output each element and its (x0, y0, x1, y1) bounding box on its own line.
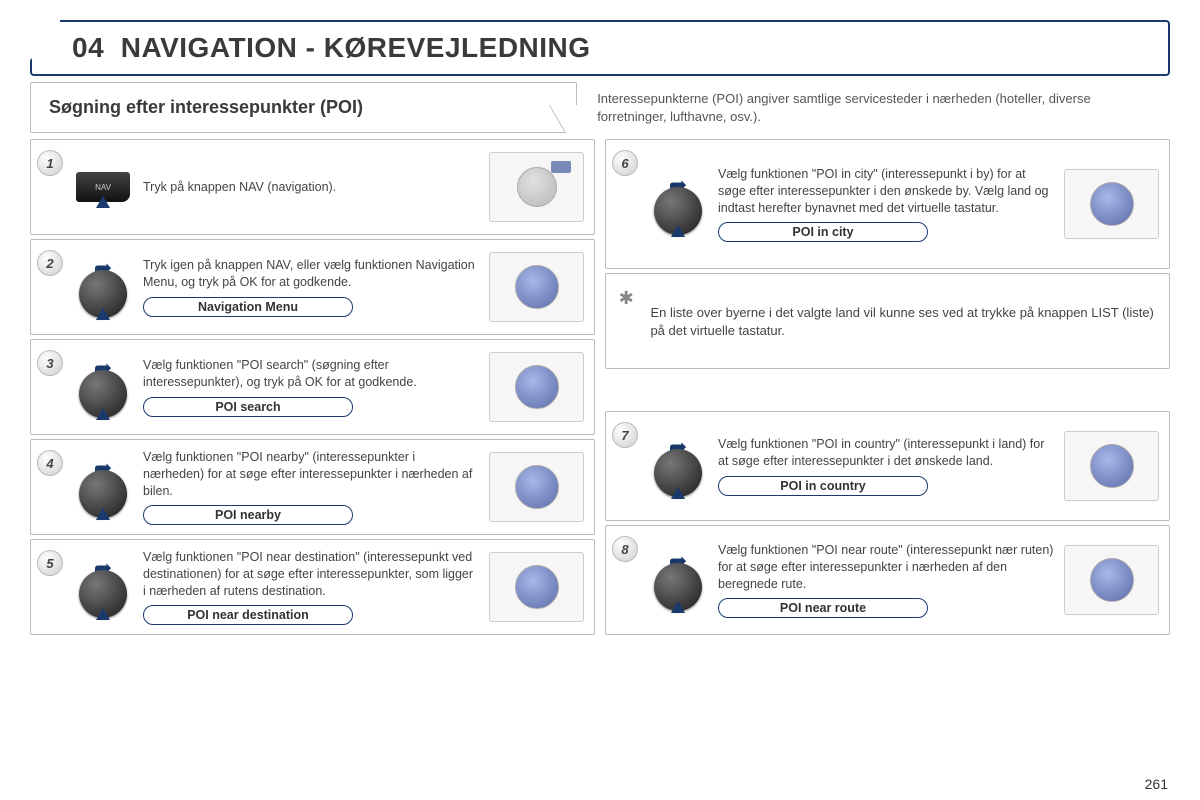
step-text: Tryk på knappen NAV (navigation). (143, 179, 479, 196)
console-illustration (489, 352, 584, 422)
console-illustration (489, 152, 584, 222)
control-graphic: ➦ (648, 436, 708, 497)
control-graphic: ➦ (73, 357, 133, 418)
step-number: 7 (612, 422, 638, 448)
step-number: 1 (37, 150, 63, 176)
menu-option-label: POI near destination (143, 605, 353, 625)
right-column: 6➦Vælg funktionen "POI in city" (interes… (605, 139, 1170, 635)
menu-option-label: POI in city (718, 222, 928, 242)
console-illustration (1064, 431, 1159, 501)
step-number: 8 (612, 536, 638, 562)
instruction-step: 2 ➦ Tryk igen på knappen NAV, eller vælg f… (30, 239, 595, 335)
info-icon: ✱ (616, 288, 636, 309)
dial-icon (654, 449, 702, 497)
step-number: 2 (37, 250, 63, 276)
step-body: Vælg funktionen "POI near destination" (… (143, 549, 479, 626)
instruction-step: 4 ➦Vælg funktionen "POI nearby" (interess… (30, 439, 595, 535)
step-body: Tryk på knappen NAV (navigation). (143, 179, 479, 196)
control-graphic: ➦ (648, 174, 708, 235)
control-graphic: ➦ (73, 457, 133, 518)
page-number: 261 (1145, 776, 1168, 792)
control-graphic: ➦ (73, 257, 133, 318)
instruction-step: 8 ➦Vælg funktionen "POI near route" (inte… (605, 525, 1170, 635)
page-title: 04 NAVIGATION - KØREVEJLEDNING (72, 32, 1148, 64)
step-text: Vælg funktionen "POI near route" (intere… (718, 542, 1054, 593)
console-illustration (1064, 545, 1159, 615)
dial-icon (79, 270, 127, 318)
section-number: 04 (72, 32, 104, 63)
note-text: En liste over byerne i det valgte land v… (650, 286, 1155, 340)
menu-option-label: Navigation Menu (143, 297, 353, 317)
instruction-step: 7 ➦ Vælg funktionen "POI in country" (inte… (605, 411, 1170, 521)
step-number: 4 (37, 450, 63, 476)
sub-header: Søgning efter interessepunkter (POI) Int… (30, 82, 1170, 133)
step-body: Vælg funktionen "POI nearby" (interessep… (143, 449, 479, 526)
menu-option-label: POI search (143, 397, 353, 417)
console-illustration (489, 252, 584, 322)
step-text: Vælg funktionen "POI in city" (interesse… (718, 166, 1054, 217)
step-body: Vælg funktionen "POI in city" (interesse… (718, 166, 1054, 243)
section-heading-box: Søgning efter interessepunkter (POI) (30, 82, 577, 133)
console-illustration (489, 552, 584, 622)
console-illustration (1064, 169, 1159, 239)
step-text: Tryk igen på knappen NAV, eller vælg fun… (143, 257, 479, 291)
dial-icon (79, 570, 127, 618)
dial-icon (654, 187, 702, 235)
page-title-bar: 04 NAVIGATION - KØREVEJLEDNING (30, 20, 1170, 76)
menu-option-label: POI near route (718, 598, 928, 618)
dial-icon (79, 370, 127, 418)
step-text: Vælg funktionen "POI in country" (intere… (718, 436, 1054, 470)
instruction-step: 5 ➦Vælg funktionen "POI near destination"… (30, 539, 595, 635)
step-body: Tryk igen på knappen NAV, eller vælg fun… (143, 257, 479, 317)
content-columns: 1 NAV Tryk på knappen NAV (navigation). 2 ➦ T… (30, 139, 1170, 635)
menu-option-label: POI in country (718, 476, 928, 496)
section-intro: Interessepunkterne (POI) angiver samtlig… (587, 82, 1170, 133)
title-text: NAVIGATION - KØREVEJLEDNING (121, 32, 591, 63)
step-body: Vælg funktionen "POI near route" (intere… (718, 542, 1054, 619)
step-body: Vælg funktionen "POI in country" (intere… (718, 436, 1054, 496)
step-number: 6 (612, 150, 638, 176)
control-graphic: NAV (73, 172, 133, 202)
step-number: 3 (37, 350, 63, 376)
step-text: Vælg funktionen "POI search" (søgning ef… (143, 357, 479, 391)
control-graphic: ➦ (648, 550, 708, 611)
step-body: Vælg funktionen "POI search" (søgning ef… (143, 357, 479, 417)
console-illustration (489, 452, 584, 522)
dial-icon (654, 563, 702, 611)
control-graphic: ➦ (73, 557, 133, 618)
instruction-step: 6 ➦Vælg funktionen "POI in city" (interes… (605, 139, 1170, 269)
nav-button-icon: NAV (76, 172, 130, 202)
step-text: Vælg funktionen "POI nearby" (interessep… (143, 449, 479, 500)
dial-icon (79, 470, 127, 518)
instruction-step: 1 NAV Tryk på knappen NAV (navigation). (30, 139, 595, 235)
menu-option-label: POI nearby (143, 505, 353, 525)
info-note: ✱ En liste over byerne i det valgte land… (605, 273, 1170, 369)
left-column: 1 NAV Tryk på knappen NAV (navigation). 2 ➦ T… (30, 139, 595, 635)
section-heading: Søgning efter interessepunkter (POI) (49, 97, 363, 118)
instruction-step: 3 ➦ Vælg funktionen "POI search" (søgning … (30, 339, 595, 435)
step-text: Vælg funktionen "POI near destination" (… (143, 549, 479, 600)
step-number: 5 (37, 550, 63, 576)
